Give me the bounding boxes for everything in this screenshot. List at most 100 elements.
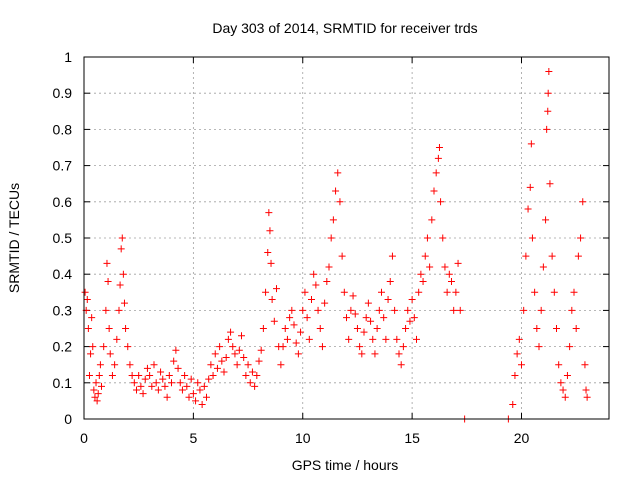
data-point — [120, 299, 128, 307]
data-point — [218, 357, 226, 365]
data-point — [391, 306, 399, 314]
data-point — [222, 353, 230, 361]
data-point — [402, 325, 410, 332]
y-tick-label: 0.5 — [53, 230, 73, 246]
data-point — [435, 144, 443, 151]
data-point — [432, 169, 440, 177]
y-tick-label: 0.6 — [53, 194, 73, 210]
data-point — [148, 382, 156, 390]
data-point — [192, 397, 200, 405]
data-point — [209, 372, 217, 380]
grid-layer — [84, 57, 609, 419]
data-point — [277, 361, 285, 369]
data-point — [386, 277, 394, 285]
data-point — [286, 314, 294, 322]
data-point — [544, 107, 552, 115]
data-point — [537, 306, 545, 314]
data-point — [520, 306, 528, 314]
data-point — [581, 361, 589, 369]
data-point — [174, 364, 182, 372]
data-point — [533, 325, 541, 332]
data-point — [522, 252, 530, 260]
data-point — [308, 296, 315, 304]
point-layer — [81, 67, 591, 423]
data-point — [334, 169, 342, 177]
data-point — [85, 372, 93, 380]
data-point — [242, 372, 250, 380]
data-point — [338, 252, 346, 260]
data-point — [113, 335, 121, 343]
data-point — [548, 252, 556, 260]
data-point — [568, 306, 576, 314]
data-point — [238, 332, 245, 340]
data-point — [332, 187, 340, 195]
x-tick-label: 15 — [404, 430, 420, 446]
data-point — [128, 372, 136, 380]
y-tick-label: 0 — [64, 411, 72, 427]
data-point — [546, 180, 554, 188]
data-point — [116, 281, 124, 289]
data-point — [270, 317, 278, 325]
data-point — [557, 379, 565, 387]
data-point — [213, 364, 221, 372]
data-point — [369, 335, 377, 343]
x-axis-title: GPS time / hours — [292, 457, 399, 473]
data-point — [83, 296, 91, 304]
data-point — [81, 288, 89, 296]
data-point — [141, 375, 149, 383]
plot-frame — [83, 56, 610, 420]
data-point — [382, 335, 390, 343]
data-point — [264, 248, 272, 256]
data-point — [305, 335, 313, 343]
data-point — [527, 140, 535, 148]
data-point — [146, 372, 154, 380]
data-point — [122, 325, 130, 332]
data-point — [303, 314, 311, 322]
data-point — [413, 335, 420, 343]
data-point — [119, 270, 127, 278]
data-point — [545, 67, 553, 75]
data-point — [384, 296, 392, 304]
data-point — [267, 259, 275, 267]
y-axis-title: SRMTID / TECUs — [6, 183, 22, 293]
data-point — [544, 89, 552, 97]
data-point — [93, 397, 101, 405]
data-point — [511, 372, 519, 380]
data-point — [574, 252, 582, 260]
data-point — [353, 325, 361, 332]
data-point — [566, 343, 574, 351]
data-point — [281, 325, 289, 332]
data-point — [443, 288, 451, 296]
data-point — [165, 372, 173, 380]
data-point — [170, 357, 178, 365]
data-point — [430, 187, 438, 195]
data-point — [428, 216, 436, 224]
data-point — [325, 263, 333, 271]
data-point — [211, 350, 219, 358]
data-point — [356, 343, 364, 351]
data-point — [423, 234, 431, 242]
data-point — [524, 205, 532, 213]
data-point — [555, 361, 563, 369]
data-point — [393, 335, 401, 343]
x-tick-label: 20 — [514, 430, 530, 446]
data-point — [255, 357, 263, 365]
data-point — [364, 299, 372, 307]
data-point — [124, 343, 132, 351]
y-tick-label: 0.8 — [53, 121, 73, 137]
x-tick-label: 0 — [80, 430, 88, 446]
y-tick-label: 0.1 — [53, 375, 73, 391]
data-point — [373, 325, 381, 332]
data-point — [224, 335, 232, 343]
y-tick-label: 0.3 — [53, 302, 73, 318]
y-tick-label: 1 — [64, 49, 72, 65]
data-point — [154, 386, 162, 394]
data-point — [445, 270, 453, 278]
data-point — [452, 288, 460, 296]
data-point — [205, 375, 213, 383]
data-point — [133, 386, 140, 394]
data-point — [301, 288, 309, 296]
data-point — [159, 375, 167, 383]
